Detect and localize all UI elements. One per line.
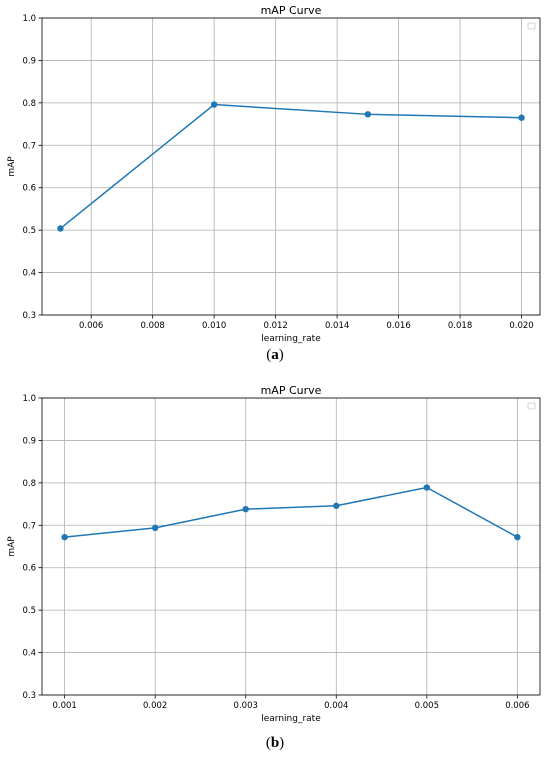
legend-box [527,402,536,410]
y-tick-label: 0.8 [22,99,36,109]
x-tick-label: 0.006 [79,321,103,331]
data-point [151,524,159,532]
y-tick-label: 0.6 [22,564,36,574]
legend-box [527,22,536,30]
series-line [64,486,518,538]
y-tick-label: 0.3 [22,311,36,321]
x-tick-label: 0.008 [140,321,164,331]
x-tick-label: 0.005 [415,701,439,711]
data-point [518,114,525,121]
y-tick-label: 0.9 [22,436,36,446]
y-axis-label: mAP [7,156,17,177]
x-tick-label: 0.020 [509,321,533,331]
x-axis-label: learning_rate [261,334,321,344]
x-tick-label: 0.004 [324,701,348,711]
y-tick-label: 0.6 [22,184,36,194]
y-tick-label: 0.4 [22,649,36,659]
data-point [57,225,64,232]
x-tick-label: 0.001 [52,701,76,711]
x-tick-label: 0.002 [143,701,167,711]
series-line [59,103,522,230]
chart-title: mAP Curve [261,384,322,397]
caption-b-label: b [270,735,280,751]
x-tick-label: 0.012 [263,321,287,331]
y-tick-label: 0.7 [22,141,36,151]
data-point [333,502,340,509]
y-tick-label: 1.0 [22,14,36,24]
data-point [423,484,431,491]
caption-a-label: a [271,347,279,363]
data-point [61,533,68,541]
plot-frame [41,397,541,696]
data-point [514,533,521,541]
x-tick-label: 0.003 [234,701,258,711]
caption-a: (a) [266,347,284,363]
caption-b: (b) [265,735,285,751]
y-tick-label: 0.5 [22,226,36,236]
x-axis-label: learning_rate [261,714,321,724]
y-tick-label: 0.9 [22,56,36,66]
data-point [210,101,218,108]
chart-a: mAP Curve 0.006 0.008 0.010 0.012 0.014 0.016 0… [7,4,541,344]
chart-title: mAP Curve [261,4,322,17]
y-tick-label: 1.0 [22,394,36,404]
x-tick-label: 0.006 [505,701,529,711]
x-tick-label: 0.016 [386,321,410,331]
data-point [242,505,249,513]
chart-b: mAP Curve 0.001 0.002 0.003 0.004 0.005 0.006 0… [7,384,541,724]
y-tick-label: 0.3 [22,691,36,701]
y-axis-label: mAP [7,536,17,557]
x-tick-label: 0.014 [325,321,349,331]
y-tick-label: 0.5 [22,606,36,616]
y-tick-label: 0.8 [22,479,36,489]
y-tick-label: 0.7 [22,521,36,531]
x-tick-label: 0.010 [202,321,226,331]
y-tick-label: 0.4 [22,269,36,279]
plot-frame [41,17,541,316]
data-point [364,111,372,118]
x-tick-label: 0.018 [448,321,472,331]
